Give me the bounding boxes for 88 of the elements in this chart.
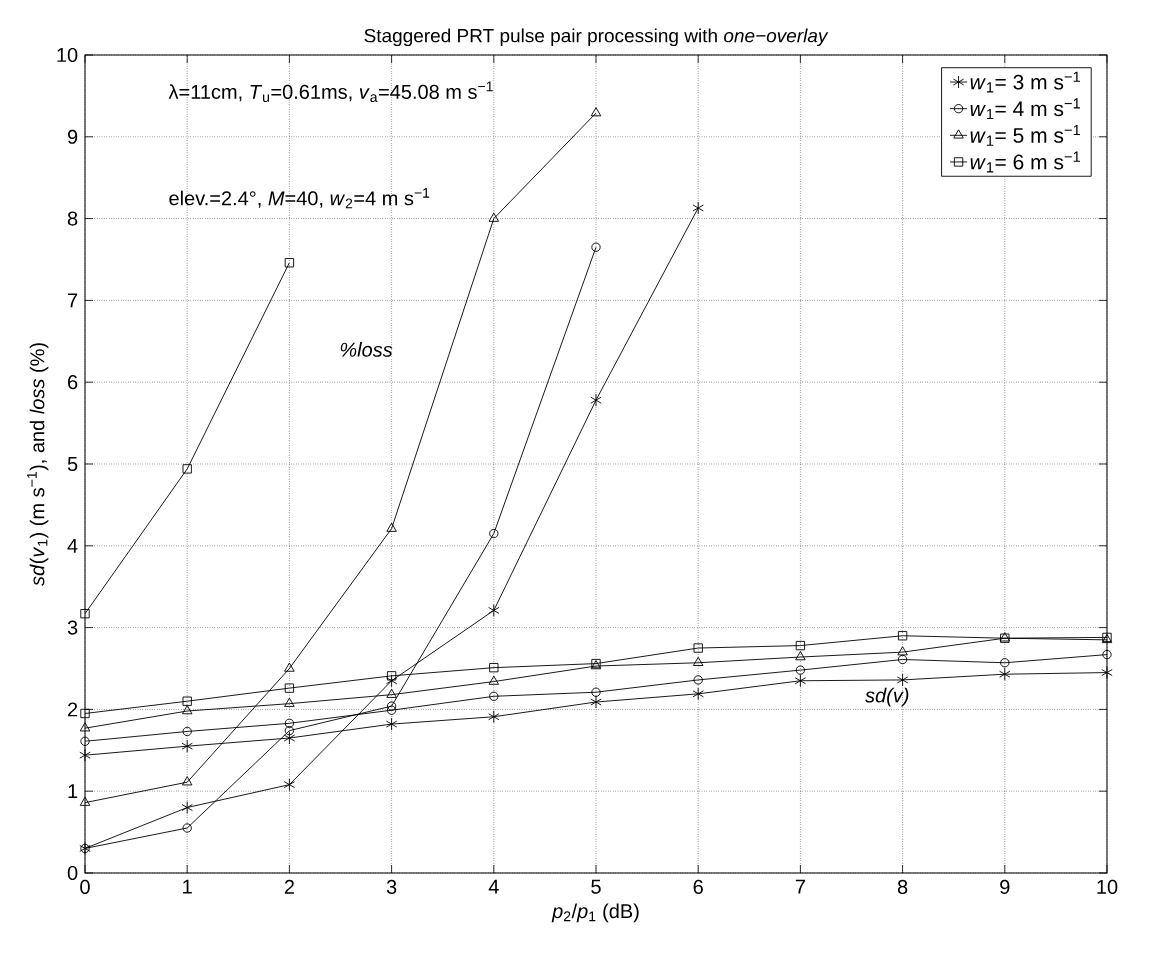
point <box>488 675 500 685</box>
point <box>795 651 806 661</box>
point <box>386 705 397 715</box>
point <box>283 731 296 745</box>
point <box>488 603 500 617</box>
point <box>489 528 499 539</box>
point <box>1101 666 1113 680</box>
point <box>284 258 295 268</box>
point <box>79 722 91 732</box>
point <box>80 708 90 719</box>
point <box>181 705 193 715</box>
annotation: %loss <box>340 342 393 357</box>
point <box>181 801 193 814</box>
point <box>79 748 91 762</box>
point <box>181 739 193 753</box>
x-tick-label: 3 <box>386 879 397 894</box>
point <box>591 242 601 252</box>
point <box>1102 649 1112 660</box>
point <box>182 696 192 706</box>
x-tick-label: 8 <box>897 879 908 894</box>
point <box>80 736 90 746</box>
legend-label: w$_{1}$= 5 m s$^{−1}$ <box>970 124 1080 146</box>
point <box>794 674 807 688</box>
point <box>182 726 192 737</box>
point <box>692 656 704 666</box>
point <box>692 687 704 701</box>
annotation: sd(v) <box>865 687 909 707</box>
point <box>284 683 295 693</box>
text: sd(v$_{1}$) (m s$^{−1}$), and loss (%) <box>27 343 49 586</box>
x-axis-title: p$_{2}$/p$_{1}$ (dB) <box>551 903 639 923</box>
y-tick-label: 8 <box>67 211 78 226</box>
x-tick-label: 7 <box>795 879 805 894</box>
annotation: elev.=2.4°, M=40, w$_{2}$=4 m s$^{−1}$ <box>169 188 430 209</box>
point <box>897 646 908 656</box>
point <box>692 201 704 215</box>
point <box>385 717 398 731</box>
point <box>488 710 500 724</box>
point <box>489 663 499 673</box>
point <box>693 675 703 685</box>
point <box>489 691 499 701</box>
legend-label: w$_{1}$= 3 m s$^{−1}$ <box>970 71 1080 93</box>
point <box>284 662 295 672</box>
point <box>590 393 602 407</box>
point <box>795 640 806 651</box>
x-tick-label: 9 <box>1000 879 1010 894</box>
point <box>284 726 295 736</box>
point <box>386 522 397 532</box>
point <box>590 107 602 117</box>
x-tick-label: 1 <box>183 879 192 894</box>
x-tick-label: 5 <box>591 879 601 894</box>
point <box>182 464 192 474</box>
y-tick-label: 4 <box>67 538 78 553</box>
y-tick-label: 6 <box>68 375 78 390</box>
point <box>283 778 296 792</box>
legend-label: w$_{1}$= 4 m s$^{−1}$ <box>970 98 1080 120</box>
point <box>999 667 1011 681</box>
point <box>181 776 193 786</box>
point <box>693 643 703 653</box>
x-tick-label: 2 <box>284 879 294 894</box>
point <box>284 697 295 707</box>
point <box>80 609 90 619</box>
y-tick-label: 2 <box>68 702 78 717</box>
point <box>182 823 192 833</box>
point <box>284 718 295 728</box>
point <box>795 665 806 675</box>
point <box>896 673 909 687</box>
y-tick-label: 9 <box>67 129 78 144</box>
legend-label: w$_{1}$= 6 m s$^{−1}$ <box>970 151 1080 173</box>
y-tick-label: 3 <box>67 620 78 635</box>
point <box>488 212 500 222</box>
x-tick-label: 10 <box>1097 879 1118 894</box>
point <box>386 701 397 711</box>
x-tick-label: 6 <box>693 879 703 894</box>
point <box>897 631 908 641</box>
point <box>79 796 91 806</box>
chart-title: Staggered PRT pulse pair processing with one−overlay <box>364 28 829 47</box>
point <box>897 654 908 665</box>
y-tick-label: 10 <box>57 47 78 63</box>
x-tick-label: 4 <box>488 879 499 894</box>
point <box>590 695 602 709</box>
y-tick-label: 5 <box>67 457 78 471</box>
y-tick-label: 7 <box>68 293 78 308</box>
point <box>1000 658 1010 668</box>
y-tick-label: 0 <box>67 865 78 881</box>
annotation: λ=11cm, T$_{u}$=0.61ms, v$_{a}$=45.08 m s$^{−1}$ <box>168 81 493 102</box>
y-tick-label: 1 <box>68 784 78 799</box>
point <box>591 687 601 697</box>
x-tick-label: 0 <box>80 879 90 894</box>
